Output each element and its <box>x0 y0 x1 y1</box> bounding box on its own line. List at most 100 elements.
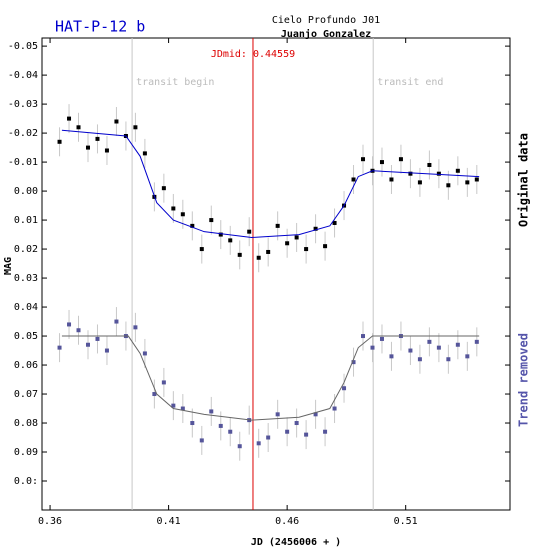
y-tick-label: -0.03 <box>8 99 38 110</box>
data-point <box>104 348 109 353</box>
marker-label: JDmid: 0.44559 <box>211 49 295 60</box>
data-point <box>190 223 195 228</box>
data-point <box>133 125 138 130</box>
y-axis-label: MAG <box>3 257 14 275</box>
data-point <box>228 429 233 434</box>
data-point <box>323 244 328 249</box>
data-point <box>361 157 366 162</box>
data-point <box>114 319 119 324</box>
data-point <box>379 336 384 341</box>
data-point <box>417 357 422 362</box>
chart-title: HAT-P-12 b <box>55 18 145 36</box>
y-tick-label: -0.01 <box>8 157 38 168</box>
data-point <box>275 412 280 417</box>
data-point <box>161 380 166 385</box>
data-point <box>218 232 223 237</box>
data-point <box>85 145 90 150</box>
data-point <box>237 252 242 257</box>
data-point <box>474 177 479 182</box>
data-point <box>427 339 432 344</box>
data-point <box>57 345 62 350</box>
data-point <box>266 249 271 254</box>
y-tick-label: -0.05 <box>8 41 38 52</box>
data-point <box>275 223 280 228</box>
data-point <box>133 325 138 330</box>
data-point <box>171 206 176 211</box>
data-point <box>285 241 290 246</box>
fit-line <box>61 335 480 421</box>
data-point <box>256 255 261 260</box>
data-point <box>152 392 157 397</box>
x-tick-label: 0.46 <box>275 516 299 527</box>
data-point <box>247 229 252 234</box>
y-tick-label: -0.02 <box>8 128 38 139</box>
data-point <box>95 336 100 341</box>
data-point <box>446 357 451 362</box>
legend-label: Original data <box>517 133 531 227</box>
subtitle: Cielo Profundo J01 <box>272 15 380 26</box>
data-point <box>285 429 290 434</box>
data-point <box>389 177 394 182</box>
data-point <box>342 386 347 391</box>
y-tick-label: 0.01 <box>14 215 38 226</box>
y-tick-label: 0.05 <box>14 331 38 342</box>
data-point <box>361 334 366 339</box>
data-point <box>218 423 223 428</box>
data-point <box>237 444 242 449</box>
data-point <box>436 171 441 176</box>
y-tick-label: 0.04 <box>14 302 38 313</box>
fit-line <box>61 129 480 238</box>
data-point <box>228 238 233 243</box>
data-point <box>446 183 451 188</box>
data-point <box>142 351 147 356</box>
y-tick-label: 0.08 <box>14 418 38 429</box>
data-point <box>474 339 479 344</box>
data-point <box>465 354 470 359</box>
data-point <box>199 438 204 443</box>
data-point <box>351 360 356 365</box>
data-point <box>427 162 432 167</box>
y-tick-label: 0.0: <box>14 476 38 487</box>
data-point <box>190 421 195 426</box>
subtitle: Juanjo Gonzalez <box>281 28 371 40</box>
data-point <box>294 421 299 426</box>
data-point <box>85 342 90 347</box>
data-point <box>209 218 214 223</box>
data-point <box>57 139 62 144</box>
data-point <box>180 212 185 217</box>
data-point <box>389 354 394 359</box>
data-point <box>398 157 403 162</box>
data-point <box>379 160 384 165</box>
data-point <box>76 125 81 130</box>
data-point <box>95 136 100 141</box>
y-tick-label: 0.09 <box>14 447 38 458</box>
data-point <box>436 345 441 350</box>
data-point <box>76 328 81 333</box>
data-point <box>455 342 460 347</box>
data-point <box>67 322 72 327</box>
data-point <box>304 432 309 437</box>
data-point <box>180 406 185 411</box>
data-point <box>455 168 460 173</box>
data-point <box>332 406 337 411</box>
y-tick-label: 0.06 <box>14 360 38 371</box>
data-point <box>104 148 109 153</box>
data-point <box>266 435 271 440</box>
data-point <box>417 180 422 185</box>
marker-label: transit begin <box>136 77 214 88</box>
data-point <box>256 441 261 446</box>
data-point <box>323 429 328 434</box>
marker-label: transit end <box>377 77 443 88</box>
data-point <box>351 177 356 182</box>
plot-frame <box>41 37 511 511</box>
data-point <box>67 116 72 121</box>
y-tick-label: 0.00 <box>14 186 38 197</box>
x-tick-label: 0.51 <box>394 516 418 527</box>
y-tick-label: 0.03 <box>14 273 38 284</box>
y-tick-label: 0.07 <box>14 389 38 400</box>
data-point <box>370 345 375 350</box>
data-point <box>209 409 214 414</box>
data-point <box>313 412 318 417</box>
x-tick-label: 0.36 <box>38 516 62 527</box>
